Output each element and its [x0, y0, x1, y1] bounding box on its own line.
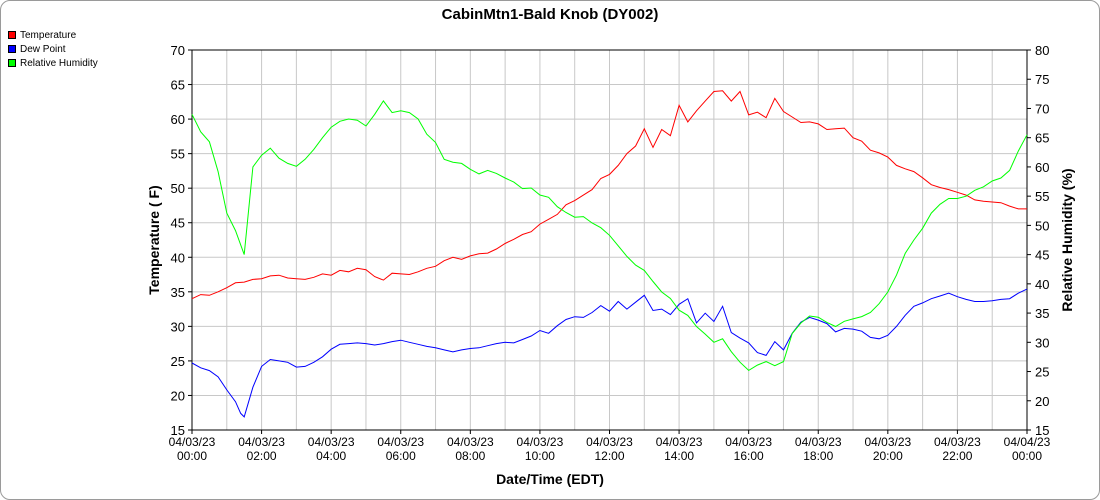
grid — [192, 49, 1027, 431]
y2-tick-label: 65 — [1035, 131, 1049, 146]
y2-tick-label: 50 — [1035, 218, 1049, 233]
legend-label-temperature: Temperature — [20, 29, 77, 41]
x-tick-label: 04/03/23 00:00 — [169, 435, 216, 463]
y2-axis-ticks: 15 20 25 30 35 40 45 50 55 60 65 70 75 80 — [1027, 43, 1049, 438]
y2-tick-label: 25 — [1035, 365, 1049, 380]
x-axis-ticks: 04/03/23 00:00 04/03/23 02:00 04/03/23 04:00 0… — [169, 430, 1051, 463]
y-tick-label: 20 — [171, 388, 185, 403]
y-tick-label: 30 — [171, 319, 185, 334]
y2-tick-label: 80 — [1035, 43, 1049, 58]
y2-tick-label: 45 — [1035, 248, 1049, 263]
x-tick-label: 04/03/23 08:00 — [447, 435, 494, 463]
legend: Temperature Dew Point Relative Humidity — [8, 28, 98, 70]
y-tick-label: 35 — [171, 285, 185, 300]
x-tick-label: 04/03/23 16:00 — [725, 435, 772, 463]
y2-tick-label: 15 — [1035, 423, 1049, 438]
legend-item-relative-humidity: Relative Humidity — [8, 56, 98, 70]
y2-tick-label: 35 — [1035, 306, 1049, 321]
x-tick-label: 04/03/23 10:00 — [517, 435, 564, 463]
x-tick-label: 04/03/23 02:00 — [238, 435, 285, 463]
y-tick-label: 50 — [171, 181, 185, 196]
y-tick-label: 60 — [171, 112, 185, 127]
x-tick-label: 04/04/23 00:00 — [1004, 435, 1051, 463]
y2-tick-label: 75 — [1035, 72, 1049, 87]
x-axis-title: Date/Time (EDT) — [496, 471, 604, 487]
x-tick-label: 04/03/23 14:00 — [656, 435, 703, 463]
y2-tick-label: 20 — [1035, 394, 1049, 409]
x-tick-label: 04/03/23 18:00 — [795, 435, 842, 463]
y2-tick-label: 30 — [1035, 335, 1049, 350]
y-tick-label: 65 — [171, 78, 185, 93]
series-line-temperature — [191, 90, 1027, 300]
y-tick-label: 55 — [171, 147, 185, 162]
legend-swatch-dew-point — [8, 45, 16, 53]
y-tick-label: 40 — [171, 250, 185, 265]
series-line-dew-point — [191, 288, 1028, 418]
y2-tick-label: 55 — [1035, 189, 1049, 204]
y2-tick-label: 40 — [1035, 277, 1049, 292]
series-line-relative-humidity — [191, 100, 1028, 372]
y2-axis-title: Relative Humidity (%) — [1059, 168, 1075, 311]
x-tick-label: 04/03/23 06:00 — [377, 435, 424, 463]
legend-item-temperature: Temperature — [8, 28, 98, 42]
legend-label-dew-point: Dew Point — [20, 43, 66, 55]
x-tick-label: 04/03/23 22:00 — [934, 435, 981, 463]
y-tick-label: 25 — [171, 354, 185, 369]
y-axis-ticks: 15 20 25 30 35 40 45 50 55 60 65 70 — [171, 43, 192, 438]
x-tick-label: 04/03/23 20:00 — [864, 435, 911, 463]
legend-item-dew-point: Dew Point — [8, 42, 98, 56]
y-tick-label: 45 — [171, 216, 185, 231]
chart-title: CabinMtn1-Bald Knob (DY002) — [442, 6, 659, 23]
x-tick-label: 04/03/23 12:00 — [586, 435, 633, 463]
y2-tick-label: 60 — [1035, 160, 1049, 175]
legend-label-relative-humidity: Relative Humidity — [20, 57, 98, 69]
y2-tick-label: 70 — [1035, 101, 1049, 116]
y-tick-label: 15 — [171, 423, 185, 438]
y-tick-label: 70 — [171, 43, 185, 58]
legend-swatch-relative-humidity — [8, 59, 16, 67]
y-axis-title: Temperature ( F) — [146, 185, 162, 294]
series-lines — [191, 90, 1028, 418]
legend-swatch-temperature — [8, 31, 16, 39]
x-tick-label: 04/03/23 04:00 — [308, 435, 355, 463]
